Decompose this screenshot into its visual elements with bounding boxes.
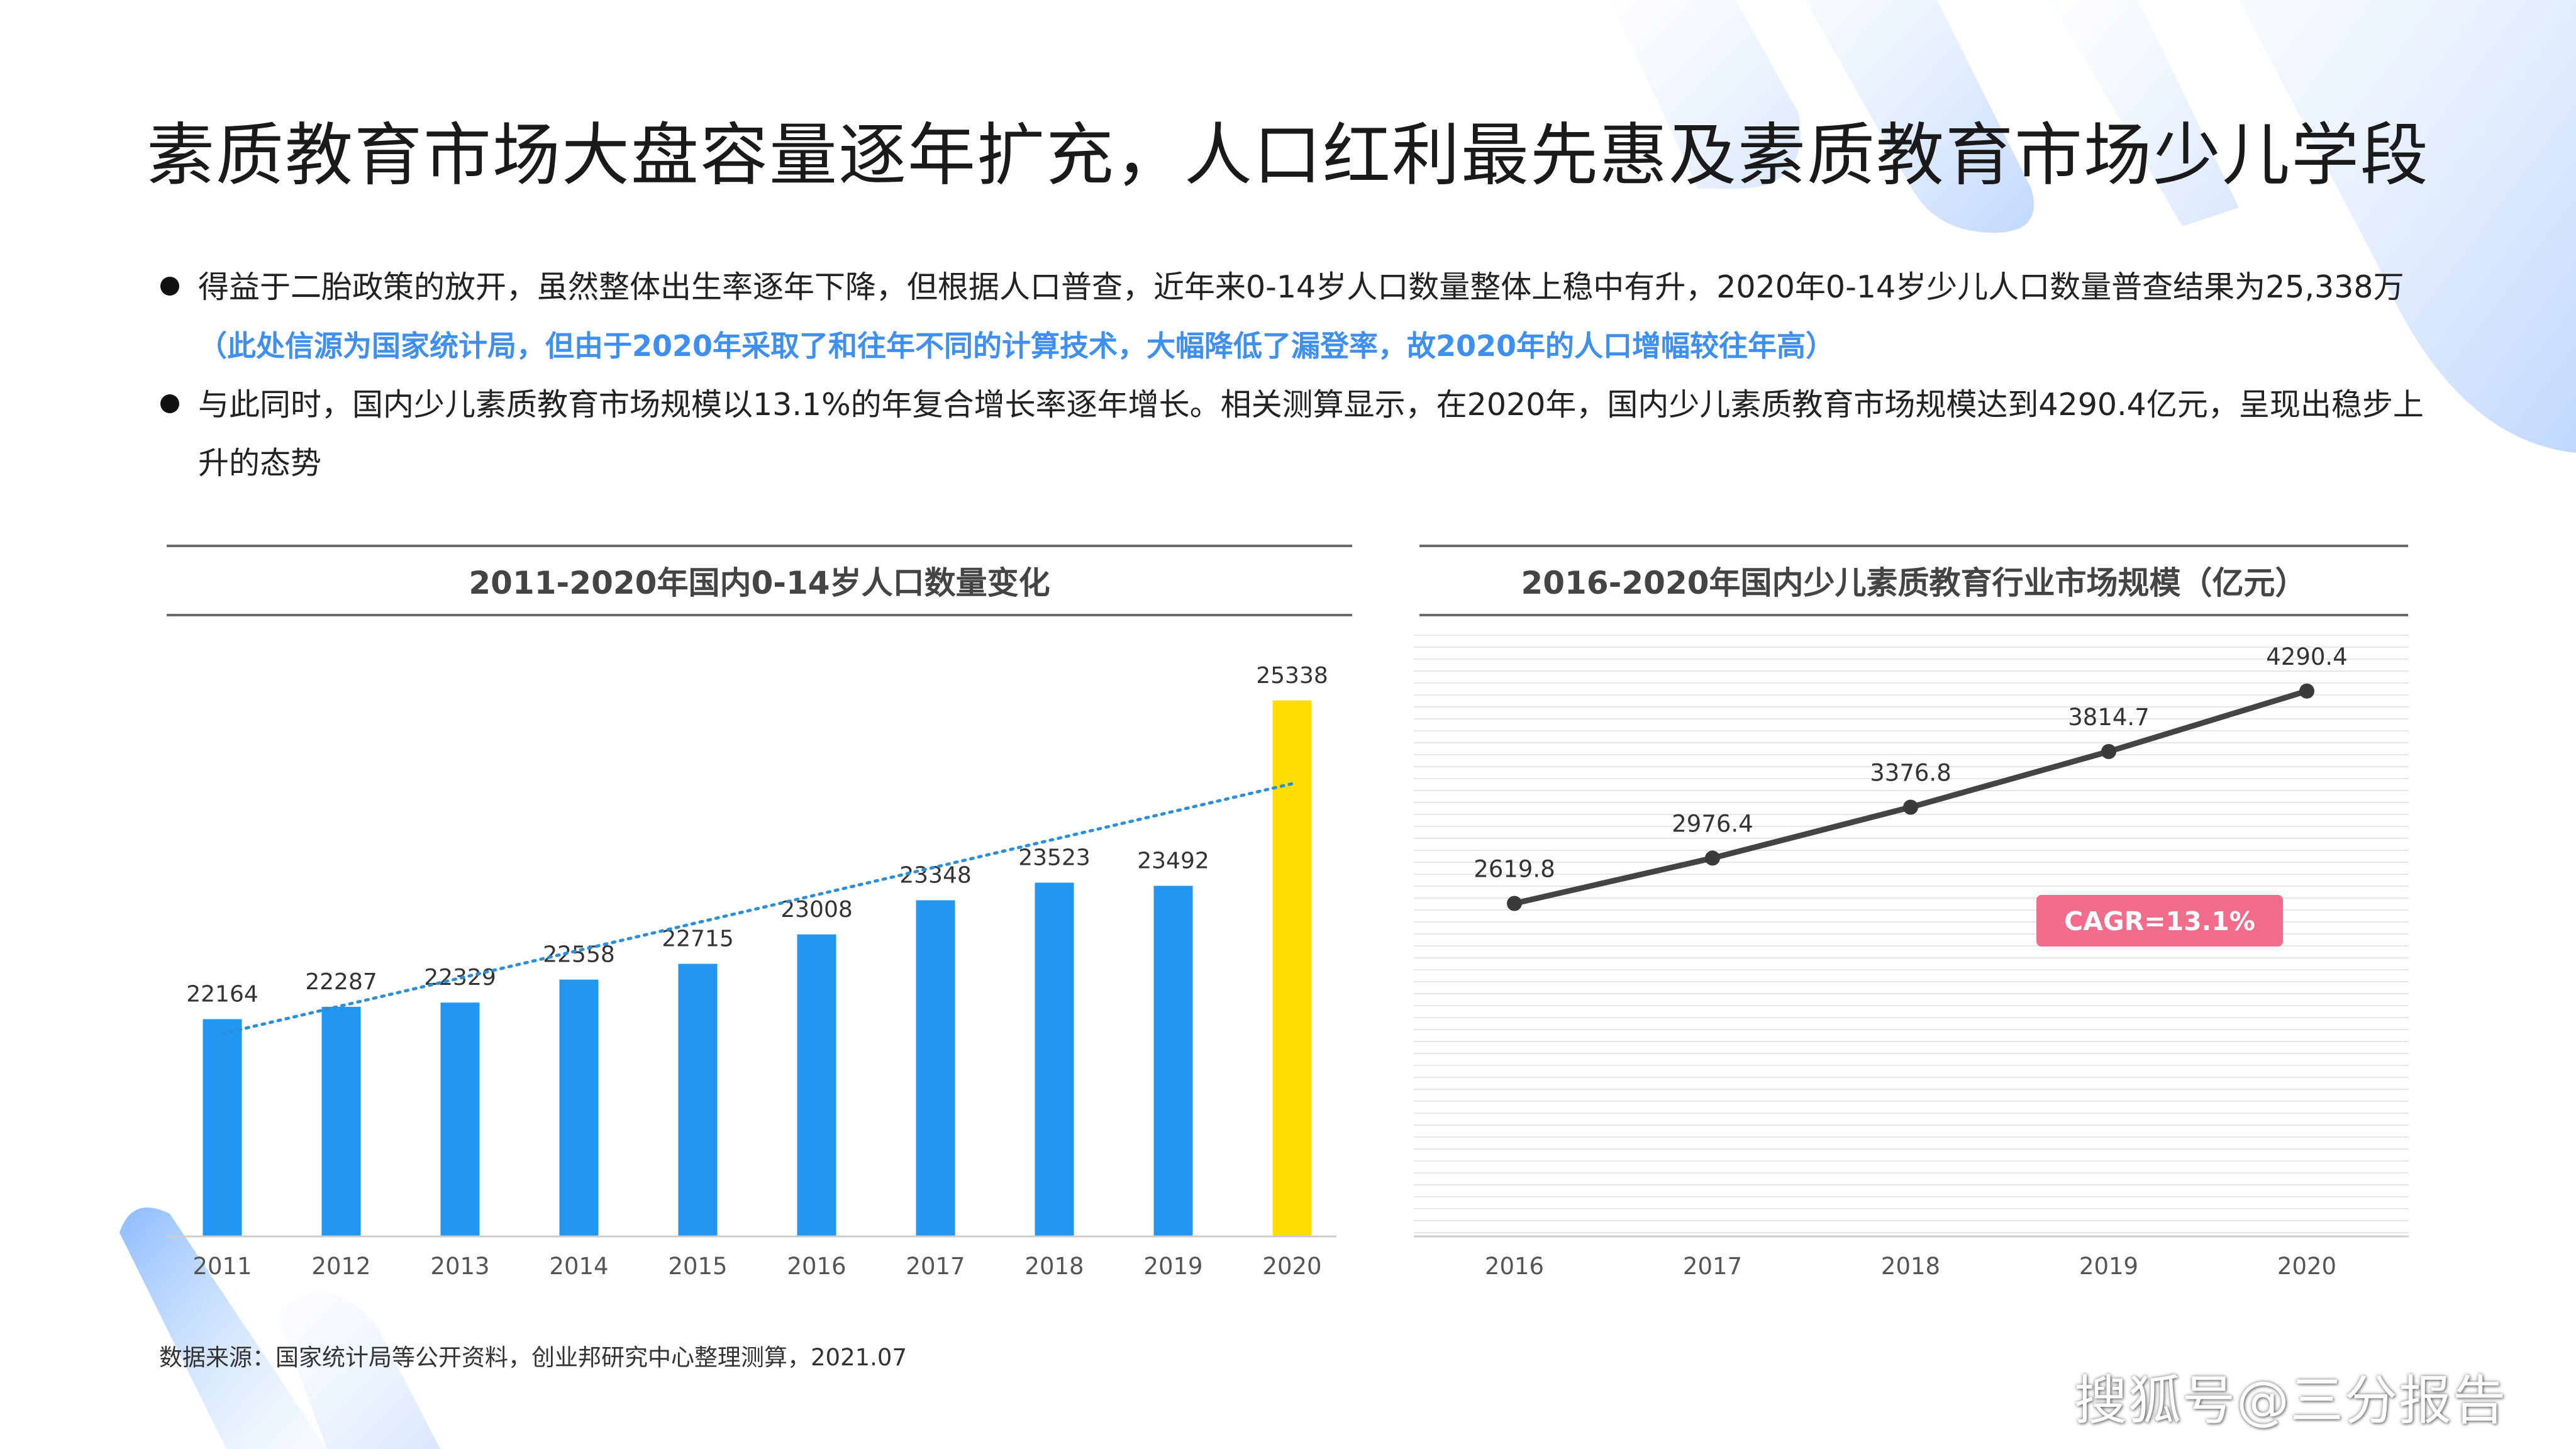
bar-2018: [1035, 882, 1074, 1236]
point-2020: [2299, 683, 2314, 699]
line-chart-title: 2016-2020年国内少儿素质教育行业市场规模（亿元）: [1521, 565, 2307, 601]
grid-lines: [1414, 635, 2409, 1233]
x-tick-label-2019: 2019: [1143, 1253, 1202, 1280]
x-tick-label-2016: 2016: [1485, 1253, 1544, 1280]
bullet-item: 与此同时，国内少儿素质教育市场规模以13.1%的年复合增长率逐年增长。相关测算显…: [160, 375, 2424, 492]
bar-2016: [797, 934, 836, 1236]
bar-chart-header: 2011-2020年国内0-14岁人口数量变化: [167, 545, 1352, 616]
data-label-2020: 25338: [1256, 663, 1328, 689]
bullet-dot-icon: [160, 277, 179, 296]
x-tick-label-2015: 2015: [668, 1253, 727, 1280]
data-label-2019: 3814.7: [2068, 704, 2149, 731]
bar-2013: [440, 1002, 480, 1236]
x-tick-label-2020: 2020: [2277, 1253, 2336, 1280]
data-label-2017: 23348: [899, 862, 972, 888]
bullet-list: 得益于二胎政策的放开，虽然整体出生率逐年下降，但根据人口普查，近年来0-14岁人…: [160, 258, 2424, 492]
data-label-2011: 22164: [186, 982, 258, 1008]
x-tick-label-2019: 2019: [2079, 1253, 2138, 1280]
x-tick-label-2012: 2012: [311, 1253, 370, 1280]
bar-2014: [559, 979, 599, 1236]
bar-2015: [678, 963, 718, 1236]
bar-2017: [916, 900, 955, 1236]
bullet-text: 得益于二胎政策的放开，虽然整体出生率逐年下降，但根据人口普查，近年来0-14岁人…: [198, 269, 2404, 305]
data-label-2012: 22287: [305, 969, 377, 995]
cagr-badge: [2036, 895, 2283, 947]
x-tick-label-2016: 2016: [787, 1253, 846, 1280]
page-title: 素质教育市场大盘容量逐年扩充，人口红利最先惠及素质教育市场少儿学段: [146, 116, 2429, 195]
bar-2020: [1272, 700, 1312, 1236]
data-label-2015: 22715: [662, 926, 734, 952]
x-tick-label-2017: 2017: [906, 1253, 965, 1280]
point-2018: [1903, 799, 1918, 815]
watermark: 搜狐号@三分报告: [2074, 1370, 2507, 1431]
bullet-dot-icon: [160, 394, 179, 413]
x-tick-label-2011: 2011: [192, 1253, 252, 1280]
point-2019: [2101, 743, 2116, 759]
data-label-2018: 3376.8: [1870, 760, 1951, 787]
bullet-highlight: （此处信源为国家统计局，但由于2020年采取了和往年不同的计算技术，大幅降低了漏…: [198, 329, 1835, 363]
cagr-badge-label: CAGR=13.1%: [2064, 906, 2255, 936]
x-tick-label-2017: 2017: [1683, 1253, 1742, 1280]
bullet-item: 得益于二胎政策的放开，虽然整体出生率逐年下降，但根据人口普查，近年来0-14岁人…: [160, 258, 2424, 375]
data-label-2019: 23492: [1137, 848, 1209, 874]
data-source-note: 数据来源：国家统计局等公开资料，创业邦研究中心整理测算，2021.07: [159, 1344, 908, 1371]
point-2016: [1507, 896, 1522, 911]
data-label-2016: 23008: [780, 897, 853, 923]
bar-2012: [321, 1006, 361, 1236]
bar-2011: [203, 1019, 242, 1236]
x-tick-label-2018: 2018: [1024, 1253, 1084, 1280]
bar-chart: 2216420112228720122232920132255820142271…: [167, 663, 1336, 1280]
bar-chart-title: 2011-2020年国内0-14岁人口数量变化: [469, 565, 1050, 601]
x-tick-label-2020: 2020: [1262, 1253, 1321, 1280]
data-label-2014: 22558: [543, 942, 615, 968]
x-tick-label-2018: 2018: [1881, 1253, 1940, 1280]
series-line: [1513, 688, 2308, 906]
x-tick-label-2014: 2014: [549, 1253, 608, 1280]
data-label-2018: 23523: [1018, 845, 1091, 871]
x-tick-label-2013: 2013: [430, 1253, 489, 1280]
bullet-text: 与此同时，国内少儿素质教育市场规模以13.1%的年复合增长率逐年增长。相关测算显…: [198, 387, 2424, 481]
data-label-2020: 4290.4: [2266, 643, 2347, 670]
data-label-2017: 2976.4: [1672, 810, 1753, 837]
point-2017: [1705, 850, 1720, 866]
line-chart: 2619.8 2016 2976.4 2017 3376.8 2018 3814.7 2019…: [1414, 635, 2409, 1280]
data-label-2016: 2619.8: [1474, 856, 1555, 883]
bar-2019: [1153, 886, 1193, 1236]
trendline: [221, 782, 1294, 1036]
line-chart-header: 2016-2020年国内少儿素质教育行业市场规模（亿元）: [1419, 545, 2408, 616]
